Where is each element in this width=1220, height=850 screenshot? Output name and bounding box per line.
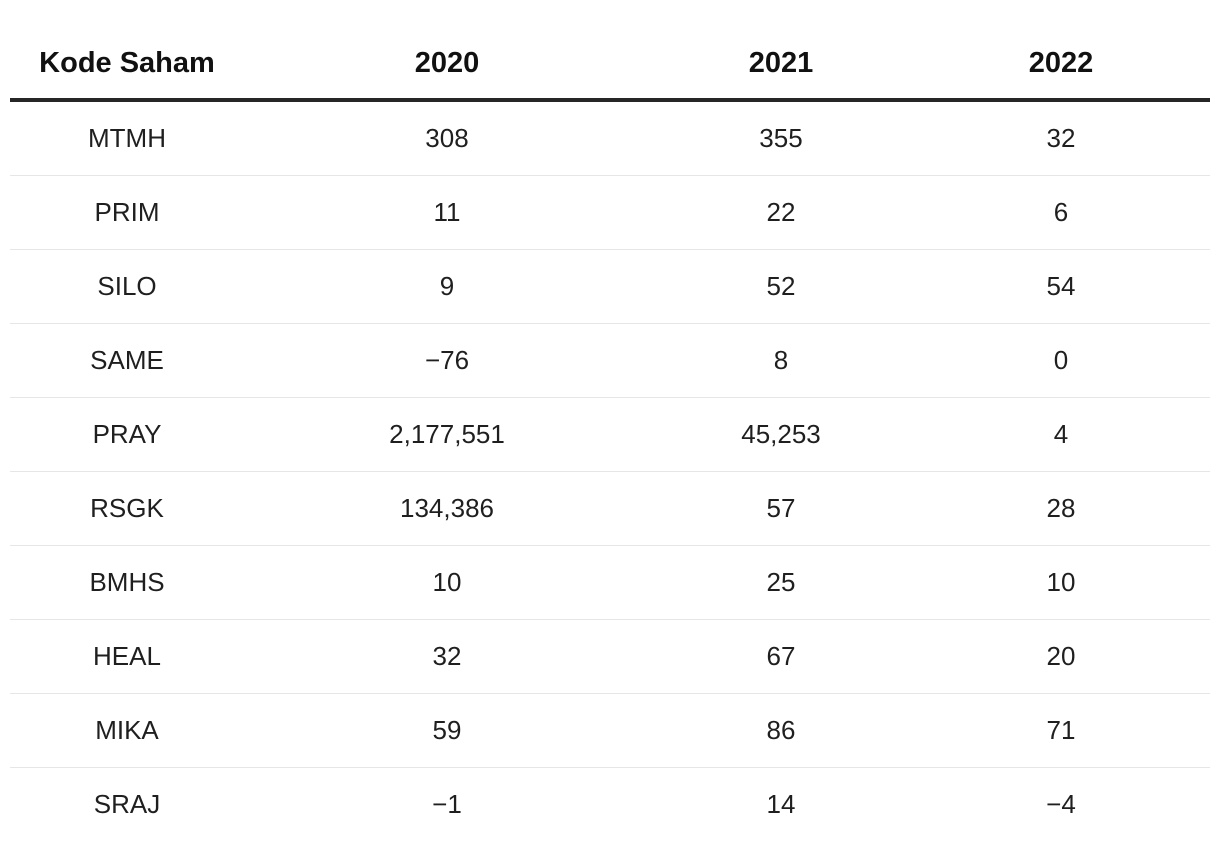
cell-2021: 355 — [650, 100, 912, 176]
table-row: HEAL 32 67 20 — [10, 619, 1210, 694]
cell-kode-saham: BMHS — [10, 545, 244, 620]
cell-2021: 25 — [650, 545, 912, 620]
cell-kode-saham: PRAY — [10, 397, 244, 472]
table-row: SRAJ −1 14 −4 — [10, 768, 1210, 842]
cell-2020: 134,386 — [244, 471, 650, 546]
table-row: MTMH 308 355 32 — [10, 100, 1210, 176]
cell-2022: 4 — [912, 397, 1210, 472]
cell-kode-saham: PRIM — [10, 175, 244, 250]
column-header-2020: 2020 — [244, 28, 650, 102]
cell-2020: 10 — [244, 545, 650, 620]
cell-2022: 71 — [912, 693, 1210, 768]
table-row: PRAY 2,177,551 45,253 4 — [10, 397, 1210, 472]
table-header: Kode Saham 2020 2021 2022 — [10, 28, 1210, 102]
cell-2020: −76 — [244, 323, 650, 398]
cell-2021: 52 — [650, 249, 912, 324]
cell-2022: 10 — [912, 545, 1210, 620]
cell-2021: 14 — [766, 789, 796, 819]
cell-kode-saham: SAME — [10, 323, 244, 398]
column-header-kode-saham: Kode Saham — [10, 28, 244, 102]
cell-kode-saham: HEAL — [10, 619, 244, 694]
cell-2021: 8 — [650, 323, 912, 398]
cell-2022: 0 — [912, 323, 1210, 398]
cell-2022: 54 — [912, 249, 1210, 324]
cell-2022: −4 — [1046, 789, 1076, 819]
table-row: RSGK 134,386 57 28 — [10, 471, 1210, 546]
stock-table: Kode Saham 2020 2021 2022 MTMH 308 355 3… — [10, 28, 1210, 841]
table-body: MTMH 308 355 32 PRIM 11 22 6 SILO 9 52 5… — [10, 100, 1210, 841]
cell-2022: 6 — [912, 175, 1210, 250]
cell-kode-saham: SRAJ — [93, 789, 161, 819]
column-header-2022: 2022 — [912, 28, 1210, 102]
cell-2020: 2,177,551 — [244, 397, 650, 472]
cell-2020: −1 — [432, 789, 462, 819]
cell-kode-saham: MTMH — [10, 100, 244, 176]
cell-2020: 59 — [244, 693, 650, 768]
cell-2021: 86 — [650, 693, 912, 768]
table-row: SAME −76 8 0 — [10, 323, 1210, 398]
cell-kode-saham: RSGK — [10, 471, 244, 546]
cell-2020: 9 — [244, 249, 650, 324]
cell-2020: 11 — [244, 175, 650, 250]
cell-2021: 22 — [650, 175, 912, 250]
table-row: BMHS 10 25 10 — [10, 545, 1210, 620]
cell-2021: 57 — [650, 471, 912, 546]
data-table-container: Kode Saham 2020 2021 2022 MTMH 308 355 3… — [10, 28, 1210, 841]
cell-2022: 28 — [912, 471, 1210, 546]
cell-kode-saham: SILO — [10, 249, 244, 324]
table-row: MIKA 59 86 71 — [10, 693, 1210, 768]
table-row: PRIM 11 22 6 — [10, 175, 1210, 250]
cell-2020: 32 — [244, 619, 650, 694]
cell-2022: 20 — [912, 619, 1210, 694]
cell-2021: 67 — [650, 619, 912, 694]
table-row: SILO 9 52 54 — [10, 249, 1210, 324]
cell-kode-saham: MIKA — [10, 693, 244, 768]
header-row: Kode Saham 2020 2021 2022 — [10, 28, 1210, 102]
cell-2020: 308 — [244, 100, 650, 176]
column-header-2021: 2021 — [650, 28, 912, 102]
cell-2022: 32 — [912, 100, 1210, 176]
cell-2021: 45,253 — [650, 397, 912, 472]
